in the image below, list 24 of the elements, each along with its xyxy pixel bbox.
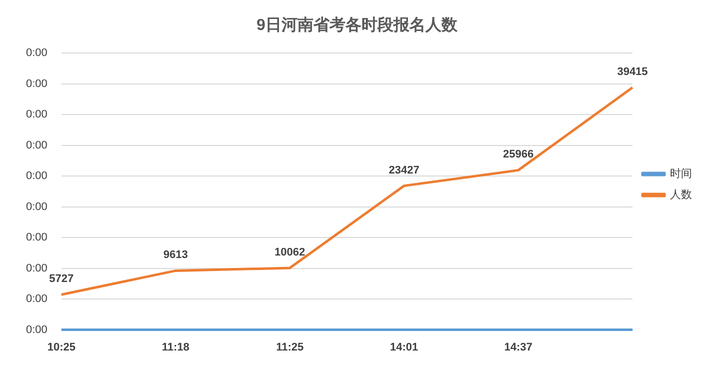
x-tick-label: 11:25 [276,341,304,354]
x-tick-label: 14:01 [390,341,418,354]
data-label: 9613 [163,249,188,262]
text: 0:00 [26,293,48,306]
data-label: 10062 [274,246,306,258]
data-label: 5727 [49,273,74,286]
x-tick-label: 11:18 [162,341,190,354]
x-tick-label: 10:25 [47,341,76,354]
legend-label: 人数 [670,189,692,202]
text: 0:00 [26,170,48,182]
data-label: 23427 [388,164,420,176]
text: 0:00 [26,262,48,274]
x-tick-label: 14:37 [504,341,532,354]
data-label: 39415 [617,66,648,78]
legend-label: 时间 [670,167,692,180]
text: 0:00 [26,232,48,244]
data-label: 25966 [502,148,534,161]
text: 0:00 [26,324,48,336]
text: 0:00 [26,47,48,60]
text: 0:00 [26,78,48,90]
text: 0:00 [26,200,48,213]
chart-title: 9日河南省考各时段报名人数 [256,16,458,34]
text: 0:00 [26,108,48,121]
text: 0:00 [26,139,48,152]
